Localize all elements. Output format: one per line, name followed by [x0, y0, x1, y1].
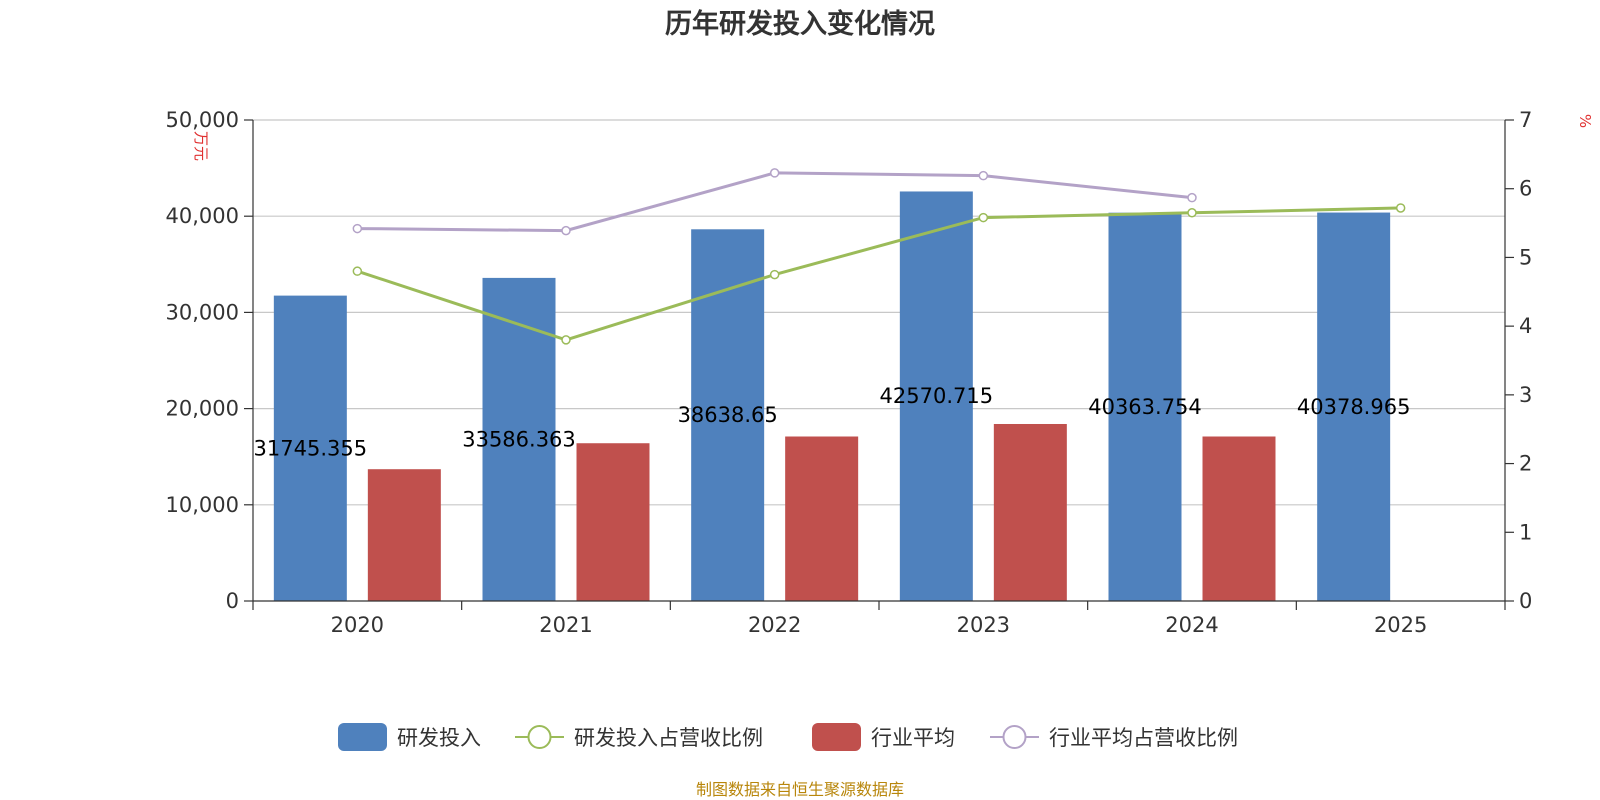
right-axis-unit: % [1576, 114, 1594, 128]
rd-ratio-line [356, 206, 1401, 342]
industry-ratio-point [1187, 192, 1197, 203]
right-tick-label: 4 [1519, 314, 1532, 338]
legend-swatch-marker [527, 725, 552, 749]
right-tick-label: 7 [1519, 108, 1532, 132]
legend: 研发投入 研发投入占营收比例 行业平均 行业平均占营收比例 [338, 723, 1238, 751]
legend-rd: 研发投入 [338, 723, 481, 751]
right-tick-label: 2 [1519, 452, 1532, 476]
right-tick-label: 1 [1519, 520, 1532, 544]
data-labels: 31745.355 33586.363 38638.65 42570.715 40363… [254, 384, 1411, 460]
industry-bar [576, 443, 650, 601]
rd-ratio-point [561, 335, 571, 345]
legend-swatch [812, 723, 861, 751]
legend-industry-ratio: 行业平均占营收比例 [990, 725, 1238, 750]
industry-bar [785, 436, 859, 601]
chart-title: 历年研发投入变化情况 [665, 8, 935, 40]
right-tick-label: 5 [1519, 245, 1532, 269]
rd-bar [899, 191, 973, 601]
industry-ratio-point [352, 223, 363, 234]
legend-swatch-marker [1002, 725, 1027, 749]
x-tick-label: 2022 [748, 613, 801, 637]
left-tick-label: 40,000 [166, 204, 239, 228]
legend-label: 行业平均 [871, 726, 955, 750]
source-note: 制图数据来自恒生聚源数据库 [696, 780, 904, 799]
right-tick-label: 0 [1519, 589, 1532, 613]
industry-bar [367, 469, 441, 601]
right-tick-label: 6 [1519, 177, 1532, 201]
legend-industry: 行业平均 [812, 723, 955, 751]
legend-swatch [338, 723, 387, 751]
rd-ratio-point [769, 269, 780, 280]
x-tick-label: 2025 [1374, 613, 1427, 637]
grid-lines [253, 119, 1505, 506]
rd-bar [1108, 212, 1182, 601]
series-lines [352, 168, 1406, 345]
left-tick-label: 20,000 [166, 397, 239, 421]
industry-ratio-point [978, 170, 989, 181]
rd-bar [273, 295, 347, 601]
x-tick-label: 2023 [957, 613, 1010, 637]
legend-rd-ratio: 研发投入占营收比例 [515, 725, 763, 750]
left-tick-label: 30,000 [166, 300, 239, 324]
rd-bar [691, 229, 765, 601]
legend-label: 研发投入 [397, 726, 481, 750]
rd-ratio-point [1395, 203, 1406, 213]
industry-bar [993, 423, 1067, 601]
bar-value-label: 33586.363 [462, 427, 576, 451]
bar-value-label: 40378.965 [1297, 395, 1411, 419]
industry-ratio-point [769, 168, 780, 178]
left-tick-label: 50,000 [166, 108, 239, 132]
rd-ratio-point [978, 212, 989, 223]
bar-value-label: 40363.754 [1088, 395, 1202, 419]
industry-bar [1202, 436, 1276, 601]
bar-value-label: 31745.355 [254, 436, 368, 460]
right-tick-label: 3 [1519, 383, 1532, 407]
x-tick-label: 2024 [1165, 613, 1218, 637]
x-tick-label: 2021 [539, 613, 592, 637]
x-tick-label: 2020 [331, 613, 384, 637]
rd-ratio-point [352, 266, 363, 276]
industry-ratio-line [357, 171, 1193, 233]
legend-label: 行业平均占营收比例 [1049, 726, 1238, 750]
rd-bar [1317, 212, 1391, 601]
left-tick-label: 0 [226, 589, 239, 613]
rd-ratio-point [1187, 208, 1197, 218]
bar-value-label: 38638.65 [678, 403, 778, 427]
axes: 0 10,000 20,000 30,000 40,000 50,000 0 1 2 3 4 5 6 7 2… [166, 108, 1533, 637]
bar-value-label: 42570.715 [880, 384, 994, 408]
left-tick-label: 10,000 [166, 493, 239, 517]
bars [273, 191, 1391, 601]
industry-ratio-point [561, 225, 571, 236]
legend-label: 研发投入占营收比例 [574, 726, 763, 750]
left-axis-unit: 万元 [192, 131, 210, 161]
